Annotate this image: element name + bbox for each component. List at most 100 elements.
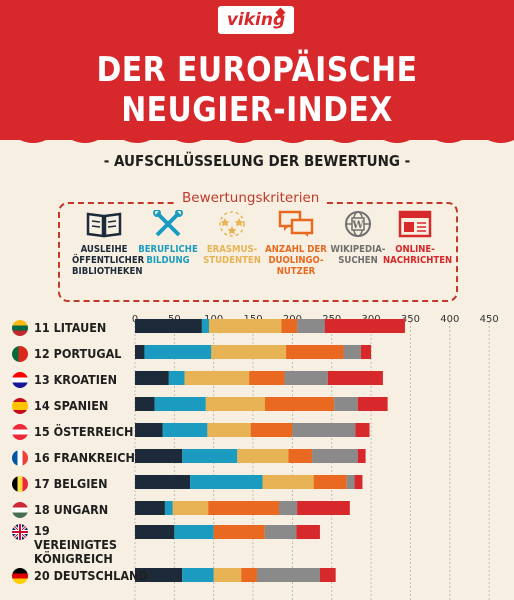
flag-austria-icon — [12, 424, 28, 440]
bar-segment — [262, 475, 314, 489]
bar-segment — [168, 371, 185, 385]
bar-segment — [190, 475, 263, 489]
row-label: 18 UNGARN — [34, 502, 109, 517]
criteria-title: Bewertungskriterien — [176, 190, 326, 206]
bar-segment — [288, 449, 313, 463]
bar-segment — [249, 371, 285, 385]
x-tick-label: 450 — [480, 314, 499, 325]
bar-segment — [144, 345, 212, 359]
bar-segment — [182, 568, 214, 582]
row-label: 16 FRANKREICH — [34, 450, 135, 465]
bar-segment — [135, 423, 163, 437]
bar-segment — [343, 345, 361, 359]
bar-segment — [324, 319, 405, 333]
bar-segment — [154, 397, 206, 411]
flag-uk-icon — [12, 524, 28, 540]
criterion-label: BERUFLICHE BILDUNG — [138, 244, 198, 266]
section-subtitle: - AUFSCHLÜSSELUNG DER BEWERTUNG - — [103, 152, 411, 170]
bar-segment — [297, 319, 325, 333]
bar-segment — [208, 319, 282, 333]
header-banner: viking DER EUROPÄISCHE NEUGIER-INDEX — [0, 0, 514, 140]
page-title: DER EUROPÄISCHE NEUGIER-INDEX — [96, 50, 418, 130]
bar-segment — [135, 397, 155, 411]
bar-segment — [135, 475, 191, 489]
bar-segment — [312, 449, 358, 463]
criterion-label: ANZAHL DER DUOLINGO-NUTZER — [265, 244, 327, 277]
bar-segment — [286, 345, 344, 359]
criterion-library: AUSLEIHE ÖFFENTLICHER BIBLIOTHEKEN — [72, 210, 145, 277]
criterion-wikipedia: W WIKIPEDIA-SUCHEN — [326, 210, 390, 266]
x-tick-label: 350 — [401, 314, 420, 325]
bar-segment — [213, 525, 265, 539]
flag-lithuania-icon — [12, 320, 28, 336]
bar-segment — [174, 525, 214, 539]
row-label: 17 BELGIEN — [34, 476, 108, 491]
bar-segment — [334, 397, 358, 411]
criterion-label: AUSLEIHE ÖFFENTLICHER BIBLIOTHEKEN — [72, 244, 145, 277]
flag-croatia-icon — [12, 372, 28, 388]
criterion-label: ERASMUS-STUDENTEN — [203, 244, 261, 266]
bar-segment — [360, 345, 372, 359]
speech-bubbles-icon — [278, 210, 314, 237]
criterion-vocational: BERUFLICHE BILDUNG — [136, 210, 200, 266]
flag-hungary-icon — [12, 502, 28, 518]
bar-segment — [264, 525, 297, 539]
bar-segment — [172, 501, 209, 515]
bar-segment — [346, 475, 355, 489]
bar-segment — [357, 449, 366, 463]
brand-logo[interactable]: viking — [218, 6, 294, 34]
bar-segment — [207, 423, 251, 437]
row-label: 11 LITAUEN — [34, 320, 107, 335]
bar-segment — [279, 501, 298, 515]
flag-france-icon — [12, 450, 28, 466]
bar-segment — [205, 397, 265, 411]
criterion-label: WIKIPEDIA-SUCHEN — [330, 244, 386, 266]
flag-germany-icon — [12, 568, 28, 584]
globe-icon: W — [345, 211, 371, 237]
bar-segment — [292, 423, 356, 437]
row-label: 20 DEUTSCHLAND — [34, 568, 148, 583]
bar-segment — [264, 397, 335, 411]
criterion-erasmus: ERASMUS-STUDENTEN — [200, 210, 264, 266]
bar-segment — [297, 501, 350, 515]
bar-segment — [208, 501, 280, 515]
bar-segment — [135, 501, 165, 515]
bar-segment — [281, 319, 298, 333]
bar-segment — [313, 475, 347, 489]
bar-segment — [250, 423, 293, 437]
x-tick-label: 400 — [440, 314, 459, 325]
bar-segment — [135, 525, 175, 539]
bar-segment — [319, 568, 336, 582]
criterion-news: ONLINE-NACHRICHTEN — [383, 210, 452, 266]
bar-segment — [237, 449, 289, 463]
bar-segment — [213, 568, 242, 582]
svg-text:W: W — [351, 220, 364, 231]
row-label: 12 PORTUGAL — [34, 346, 122, 361]
bar-segment — [241, 568, 257, 582]
bar-segment — [135, 449, 183, 463]
banner-wave-edge — [0, 130, 514, 143]
bar-segment — [201, 319, 209, 333]
book-icon — [86, 212, 122, 238]
bar-segment — [135, 319, 202, 333]
row-label: 19 VEREINIGTES KÖNIGREICH — [34, 523, 118, 566]
bar-segment — [327, 371, 383, 385]
bar-segment — [355, 423, 370, 437]
bar-segment — [182, 449, 238, 463]
flag-portugal-icon — [12, 346, 28, 362]
bar-segment — [135, 371, 169, 385]
bar-segment — [256, 568, 320, 582]
bar-segment — [357, 397, 388, 411]
row-label: 15 ÖSTERREICH — [34, 424, 134, 439]
brand-logo-text: viking — [226, 10, 286, 30]
bar-segment — [211, 345, 287, 359]
bar-segment — [184, 371, 250, 385]
bar-segment — [135, 345, 145, 359]
criterion-duolingo: ANZAHL DER DUOLINGO-NUTZER — [264, 210, 328, 277]
bar-segment — [296, 525, 320, 539]
row-label: 13 KROATIEN — [34, 372, 118, 387]
flag-belgium-icon — [12, 476, 28, 492]
stacked-bar-chart: 050100150200250300350400450 — [132, 314, 499, 600]
browser-icon — [398, 210, 432, 238]
bar-segment — [354, 475, 363, 489]
